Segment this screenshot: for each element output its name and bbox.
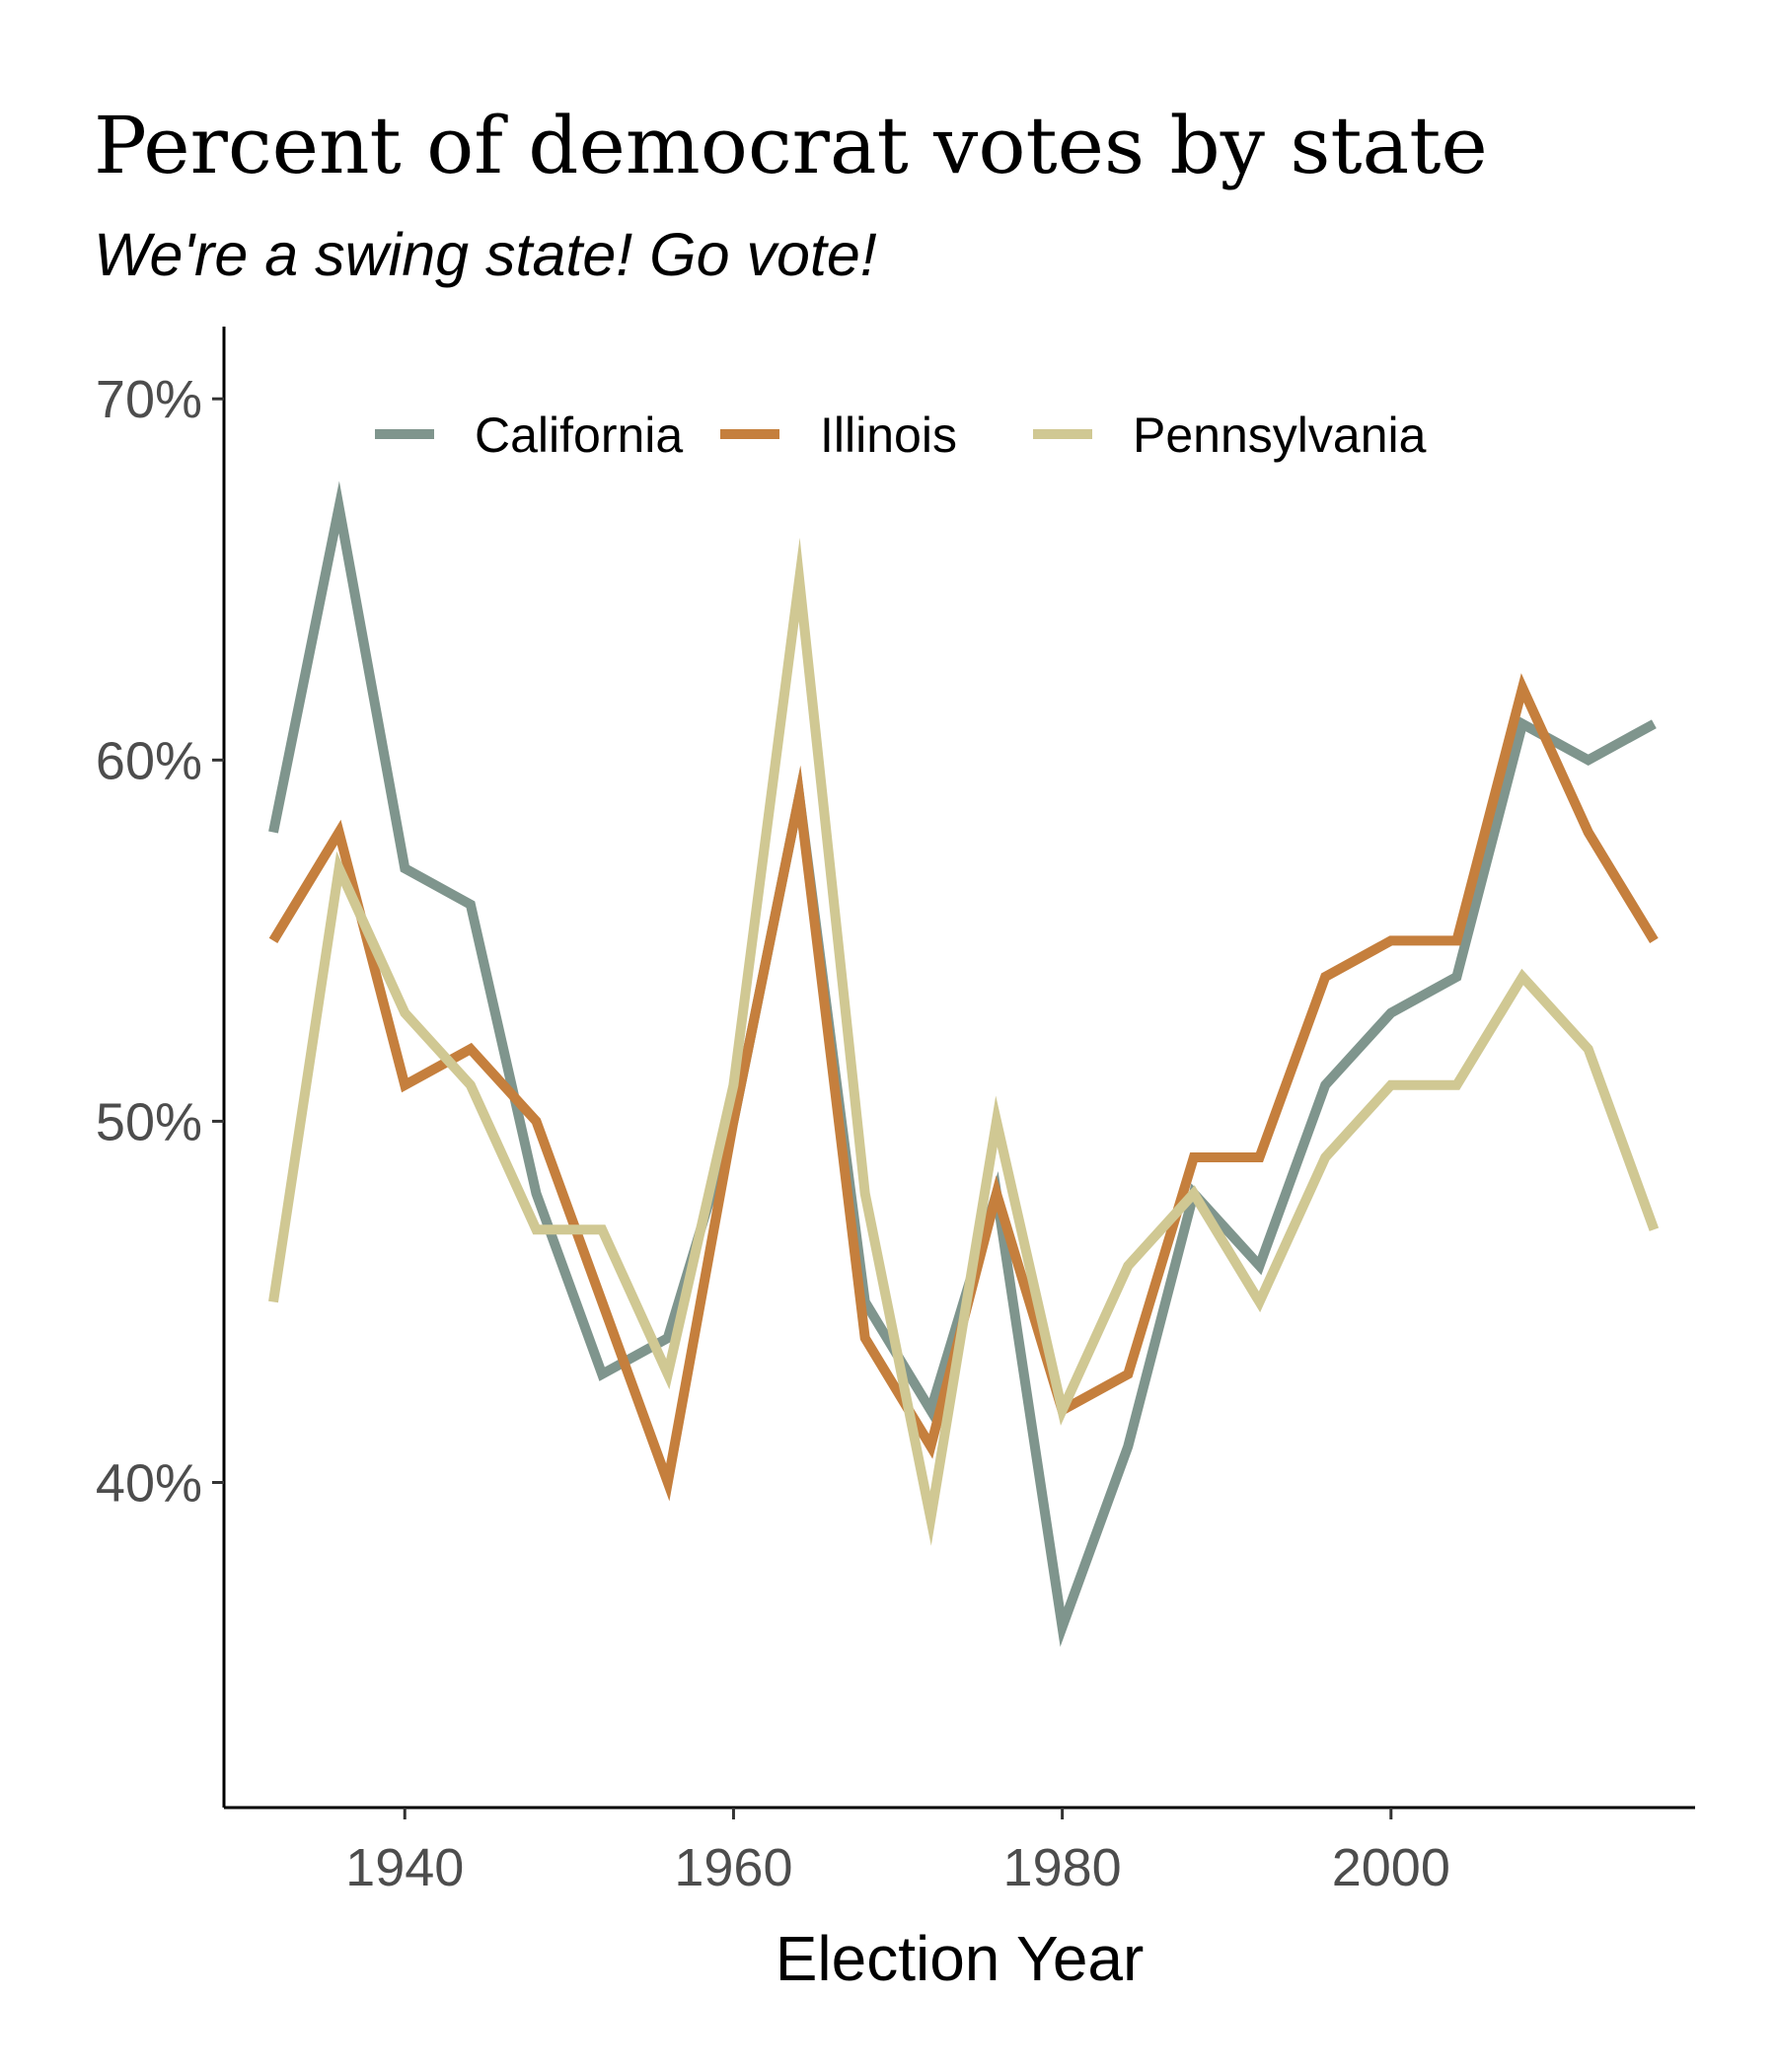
axes	[222, 327, 1695, 1810]
x-tick-label: 1940	[345, 1838, 464, 1897]
legend-label-illinois: Illinois	[820, 407, 957, 463]
x-tick-label: 1960	[674, 1838, 792, 1897]
y-tick-label: 50%	[96, 1092, 202, 1151]
x-tick-label: 1980	[1003, 1838, 1122, 1897]
y-axis-ticks: 40% 50% 60% 70%	[96, 370, 224, 1514]
x-axis-ticks: 1940 1960 1980 2000	[345, 1808, 1450, 1897]
y-tick-label: 60%	[96, 731, 202, 790]
chart-subtitle: We're a swing state! Go vote!	[94, 221, 877, 288]
series-line-pennsylvania	[268, 537, 1660, 1546]
chart-title: Percent of democrat votes by state	[94, 100, 1488, 191]
series-lines	[268, 481, 1660, 1648]
y-tick-label: 40%	[96, 1454, 202, 1514]
legend-label-california: California	[475, 407, 683, 463]
x-tick-label: 2000	[1332, 1838, 1450, 1897]
legend: California Illinois Pennsylvania	[375, 407, 1427, 463]
x-axis-title: Election Year	[776, 1923, 1145, 1994]
y-tick-label: 70%	[96, 370, 202, 429]
legend-label-pennsylvania: Pennsylvania	[1133, 407, 1427, 463]
